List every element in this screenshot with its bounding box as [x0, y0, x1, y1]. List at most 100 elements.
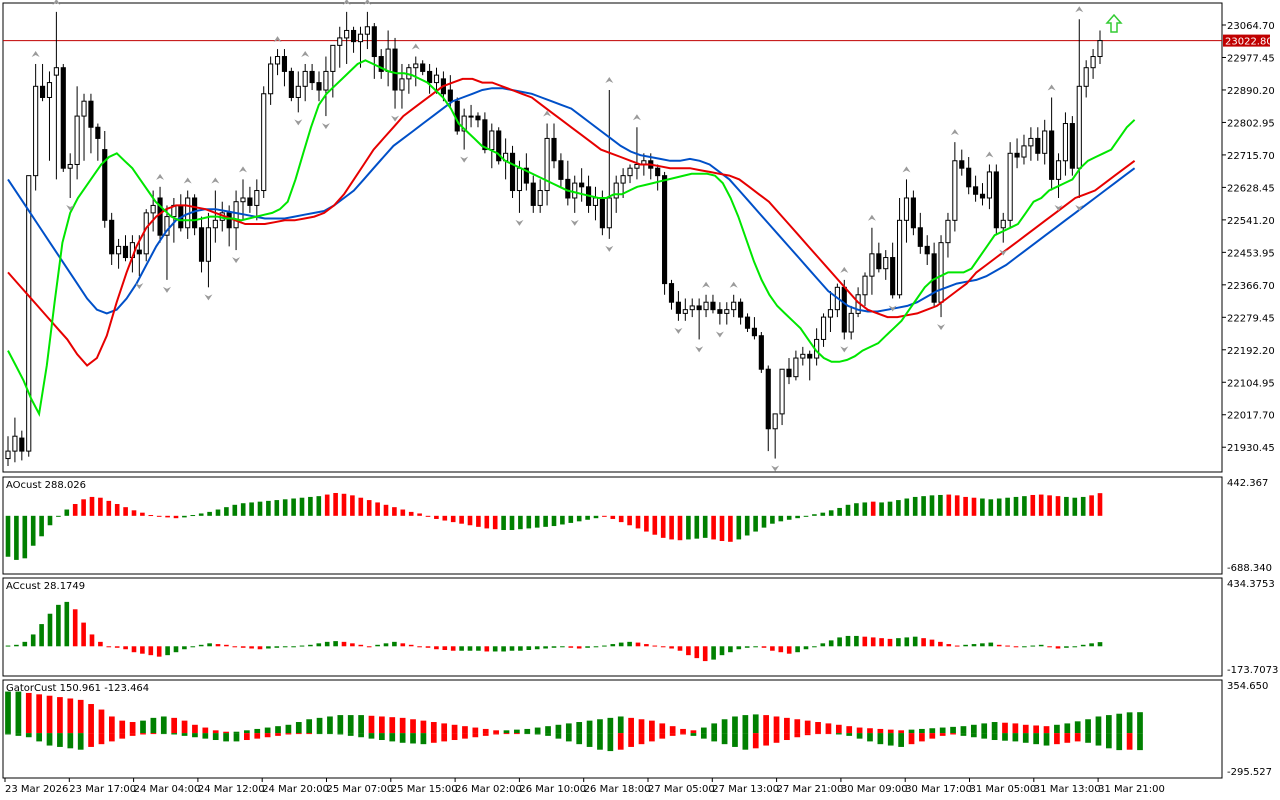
histogram-bar — [669, 515, 674, 540]
fractal-down-icon — [937, 324, 946, 331]
gator-lower-bar — [5, 733, 11, 735]
candle-body — [544, 137, 550, 192]
candle-body — [738, 301, 744, 318]
gator-upper-bar — [576, 722, 583, 734]
candle — [295, 71, 301, 113]
candle — [420, 60, 426, 76]
candle-body — [274, 56, 281, 65]
gator-upper-bar — [1043, 726, 1050, 734]
candle — [413, 56, 419, 87]
candle — [378, 49, 384, 79]
histogram-bar — [576, 646, 582, 649]
candle — [800, 346, 806, 366]
histogram-bar — [366, 500, 372, 516]
candle — [973, 175, 979, 202]
gator-lower-bar — [1137, 733, 1143, 751]
histogram-bar — [896, 638, 901, 647]
main-frame — [2, 2, 1223, 473]
gator-lower-bar — [212, 733, 219, 741]
gator-upper-bar — [1105, 715, 1112, 734]
x-tick-label: 26 Mar 02:00 — [455, 784, 522, 795]
gator-upper-bar — [358, 715, 364, 734]
histogram-bar — [1047, 646, 1052, 648]
histogram-bar — [870, 637, 876, 647]
histogram-bar — [854, 635, 859, 647]
candle — [337, 26, 343, 68]
gator-lower-bar — [752, 733, 759, 749]
histogram-bar — [442, 515, 448, 521]
candle — [116, 238, 122, 269]
fractal-up-icon — [605, 77, 614, 84]
histogram-bar — [744, 646, 750, 648]
candle-body — [807, 353, 813, 359]
histogram-bar — [702, 515, 708, 538]
histogram-bar — [467, 646, 473, 651]
gator-frame — [2, 679, 1223, 779]
gator-upper-bar — [337, 715, 344, 734]
histogram-bar — [778, 515, 784, 522]
ao-indicator-pane[interactable] — [5, 492, 1103, 560]
candle-body — [973, 186, 979, 195]
gator-lower-bar — [825, 733, 832, 735]
gator-upper-bar — [244, 730, 250, 734]
candle-body — [309, 70, 315, 84]
histogram-bar — [232, 646, 238, 648]
gator-lower-bar — [1054, 733, 1060, 745]
histogram-bar — [585, 646, 590, 648]
histogram-bar — [408, 644, 414, 647]
gator-lower-bar — [337, 733, 344, 735]
fractal-up-icon — [702, 281, 711, 288]
candle — [1055, 153, 1062, 198]
candle — [979, 183, 986, 206]
histogram-bar — [744, 515, 750, 536]
candle-body — [579, 182, 585, 188]
gator-lower-bar — [306, 733, 313, 735]
gator-lower-bar — [77, 733, 84, 750]
gator-upper-bar — [482, 728, 489, 734]
histogram-bar — [240, 503, 246, 516]
candle — [12, 417, 18, 463]
gator-lower-bar — [1116, 733, 1123, 751]
histogram-bar — [585, 515, 590, 520]
histogram-bar — [1080, 496, 1086, 516]
candle — [1000, 212, 1006, 243]
candle-body — [268, 63, 274, 95]
candle-body — [205, 227, 212, 262]
candle — [1021, 134, 1027, 165]
x-tick-label: 23 Mar 2026 — [5, 784, 68, 795]
histogram-bar — [400, 643, 406, 647]
candle-body — [945, 219, 951, 244]
histogram-bar — [753, 515, 758, 532]
gator-lower-bar — [244, 733, 250, 741]
histogram-bar — [660, 646, 666, 648]
histogram-bar — [425, 646, 431, 648]
fractal-down-icon — [999, 249, 1008, 256]
histogram-bar — [148, 515, 154, 517]
candle — [738, 298, 744, 325]
candle — [496, 127, 502, 165]
histogram-bar — [887, 501, 893, 516]
candle — [793, 350, 799, 381]
gator-upper-bar — [555, 724, 562, 734]
ac-indicator-pane[interactable] — [5, 601, 1103, 662]
histogram-bar — [1030, 494, 1036, 516]
main-price-pane[interactable] — [3, 0, 1222, 472]
x-tick-label: 24 Mar 20:00 — [262, 784, 329, 795]
candle-body — [109, 219, 115, 255]
histogram-bar — [828, 510, 834, 516]
candle-body — [461, 115, 467, 132]
histogram-bar — [484, 515, 490, 529]
gator-upper-bar — [534, 727, 541, 734]
gator-upper-bar — [181, 720, 188, 734]
histogram-bar — [249, 502, 254, 516]
histogram-bar — [518, 646, 523, 651]
gator-lower-bar — [929, 733, 936, 739]
fractal-up-icon — [411, 43, 420, 50]
histogram-bar — [627, 515, 632, 526]
histogram-bar — [207, 511, 212, 516]
gator-upper-bar — [981, 723, 988, 734]
gator-lower-bar — [129, 733, 136, 736]
x-tick-label: 24 Mar 12:00 — [198, 784, 265, 795]
histogram-bar — [224, 644, 229, 647]
gator-indicator-pane[interactable] — [5, 691, 1143, 752]
